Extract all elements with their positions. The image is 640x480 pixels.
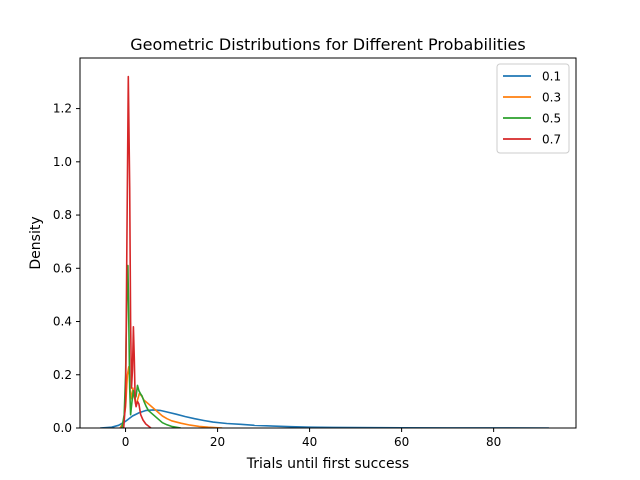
legend-label-0-3: 0.3: [542, 91, 561, 105]
legend-box: [496, 63, 570, 154]
y-tick-label: 0.8: [53, 208, 72, 222]
y-tick-label: 0.2: [53, 368, 72, 382]
ticks-layer: 0 20 40 60 80 0.0 0.2 0.4 0.6 0.8 1.0 1.2: [53, 102, 501, 449]
axes-frame: [79, 57, 577, 429]
x-tick-label: 60: [394, 435, 409, 449]
legend-label-0-5: 0.5: [542, 112, 561, 126]
legend-label-0-7: 0.7: [542, 133, 561, 147]
x-tick-label: 20: [210, 435, 225, 449]
x-tick-label: 40: [302, 435, 317, 449]
y-tick-label: 1.2: [53, 102, 72, 116]
plot-area: 0 20 40 60 80 0.0 0.2 0.4 0.6 0.8 1.0 1.2: [53, 57, 577, 449]
y-axis-label: Density: [28, 216, 44, 269]
y-tick-label: 0.4: [53, 315, 72, 329]
series-line-0-5: [121, 264, 181, 428]
x-tick-label: 0: [122, 435, 130, 449]
legend-label-0-1: 0.1: [542, 70, 561, 84]
x-tick-label: 80: [486, 435, 501, 449]
legend: 0.1 0.3 0.5 0.7: [496, 63, 570, 154]
y-tick-label: 0.6: [53, 261, 72, 275]
x-axis-label: Trials until first success: [246, 456, 409, 472]
y-tick-label: 0.0: [53, 421, 72, 435]
series-line-0-7: [122, 75, 152, 428]
y-tick-label: 1.0: [53, 155, 72, 169]
chart-title: Geometric Distributions for Different Pr…: [130, 35, 525, 54]
